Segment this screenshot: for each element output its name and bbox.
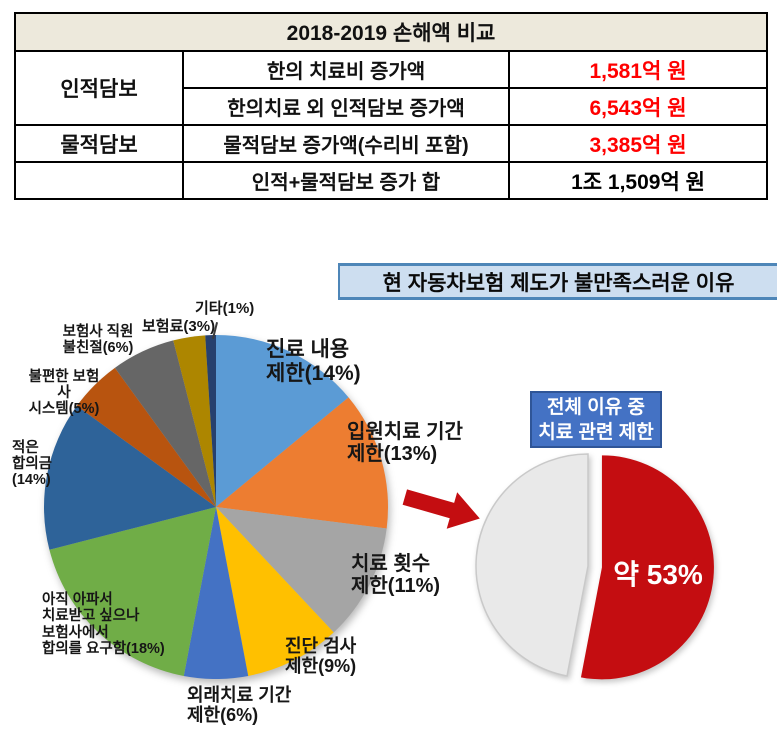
pie-slice: [173, 335, 216, 507]
table-row: 한의치료 외 인적담보 증가액 6,543억 원: [15, 87, 768, 126]
pie-slice: [580, 455, 714, 680]
focus-title-line1: 전체 이유 중: [547, 396, 645, 418]
pie-label-etc: 기타(1%): [195, 300, 255, 317]
focus-pie-svg: [475, 453, 714, 680]
table-row: 인적담보 한의 치료비 증가액 1,581억 원: [14, 50, 768, 126]
category-cell: [14, 161, 184, 200]
pie-slice: [205, 335, 216, 507]
item-cell: 한의치료 외 인적담보 증가액: [182, 87, 510, 126]
chart-title-banner: 현 자동차보험 제도가 불만족스러운 이유: [338, 263, 777, 300]
pie-slice: [216, 397, 389, 529]
pie-slice: [76, 367, 216, 507]
chart-title: 현 자동차보험 제도가 불만족스러운 이유: [382, 271, 735, 295]
pie-label-inconvenient-system: 불편한 보험사 시스템(5%): [28, 369, 100, 418]
pie-slice: [475, 453, 589, 677]
pie-slice: [44, 405, 216, 550]
item-cell: 한의 치료비 증가액: [182, 50, 510, 89]
value-cell: 6,543억 원: [508, 87, 768, 126]
value-cell: 1조 1,509억 원: [508, 161, 768, 200]
pie-label-small-settlement: 적은 합의금 (14%): [12, 440, 53, 488]
pie-slice: [216, 335, 349, 507]
pie-label-premium: 보험료(3%): [142, 318, 216, 335]
pie-label-diagnostic-test: 진단 검사 제한(9%): [285, 636, 357, 677]
table-row: 물적담보 물적담보 증가액(수리비 포함) 3,385억 원: [14, 124, 768, 163]
focus-title-box: 전체 이유 중 치료 관련 제한: [530, 391, 662, 448]
pie-slice: [216, 507, 334, 676]
focus-percentage-label: 약 53%: [613, 559, 703, 590]
category-cell: 인적담보: [14, 50, 184, 126]
value-cell: 1,581억 원: [508, 50, 768, 89]
pie-slice: [49, 507, 217, 676]
pie-label-unkind-staff: 보험사 직원 불친절(6%): [62, 324, 134, 357]
pie-label-treatment-count: 치료 횟수 제한(11%): [351, 553, 441, 598]
category-cell: 물적담보: [14, 124, 184, 163]
arrow-right-icon: [402, 489, 480, 529]
pie-slice: [114, 340, 216, 507]
pie-slice: [183, 507, 249, 679]
pie-label-treatment-content: 진료 내용 제한(14%): [266, 338, 361, 385]
value-cell: 3,385억 원: [508, 124, 768, 163]
table-title: 2018-2019 손해액 비교: [14, 12, 768, 52]
pie-label-settlement-demand: 아직 아파서 치료받고 싶으나 보험사에서 합의를 요구함(18%): [42, 592, 165, 658]
pie-label-outpatient: 외래치료 기간 제한(6%): [187, 685, 292, 726]
pie-slice: [216, 507, 387, 633]
main-pie-svg: [44, 335, 389, 679]
focus-title-line2: 치료 관련 제한: [538, 421, 654, 443]
table-row: 인적+물적담보 증가 합 1조 1,509억 원: [14, 161, 768, 200]
pie-label-hospitalization: 입원치료 기간 제한(13%): [347, 421, 463, 466]
item-cell: 인적+물적담보 증가 합: [182, 161, 510, 200]
loss-comparison-table: 2018-2019 손해액 비교 인적담보 한의 치료비 증가액 1,581억 …: [14, 12, 768, 200]
item-cell: 물적담보 증가액(수리비 포함): [182, 124, 510, 163]
